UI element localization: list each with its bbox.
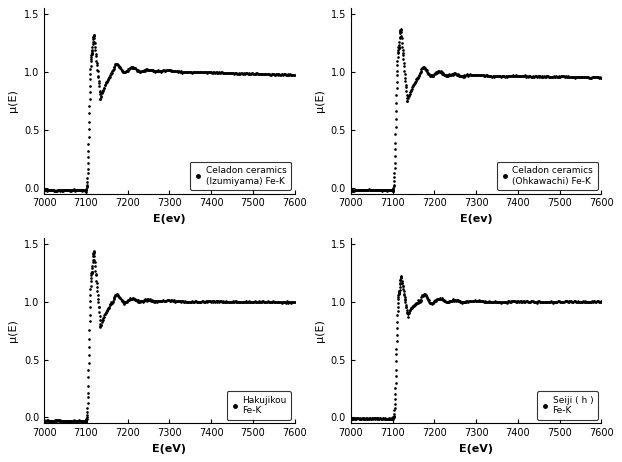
X-axis label: E(eV): E(eV) [152,444,187,454]
Y-axis label: μ(E): μ(E) [8,90,18,112]
Legend: Seiji ( h )
Fe-K: Seiji ( h ) Fe-K [537,391,598,419]
Legend: Hakujikou
Fe-K: Hakujikou Fe-K [226,391,291,419]
Y-axis label: μ(E): μ(E) [8,319,18,342]
Y-axis label: μ(E): μ(E) [315,90,325,112]
Legend: Celadon ceramics
(Izumiyama) Fe-K: Celadon ceramics (Izumiyama) Fe-K [190,162,291,190]
X-axis label: E(ev): E(ev) [153,214,185,224]
X-axis label: E(eV): E(eV) [459,444,493,454]
Legend: Celadon ceramics
(Ohkawachi) Fe-K: Celadon ceramics (Ohkawachi) Fe-K [497,162,598,190]
Y-axis label: μ(E): μ(E) [315,319,325,342]
X-axis label: E(ev): E(ev) [460,214,493,224]
